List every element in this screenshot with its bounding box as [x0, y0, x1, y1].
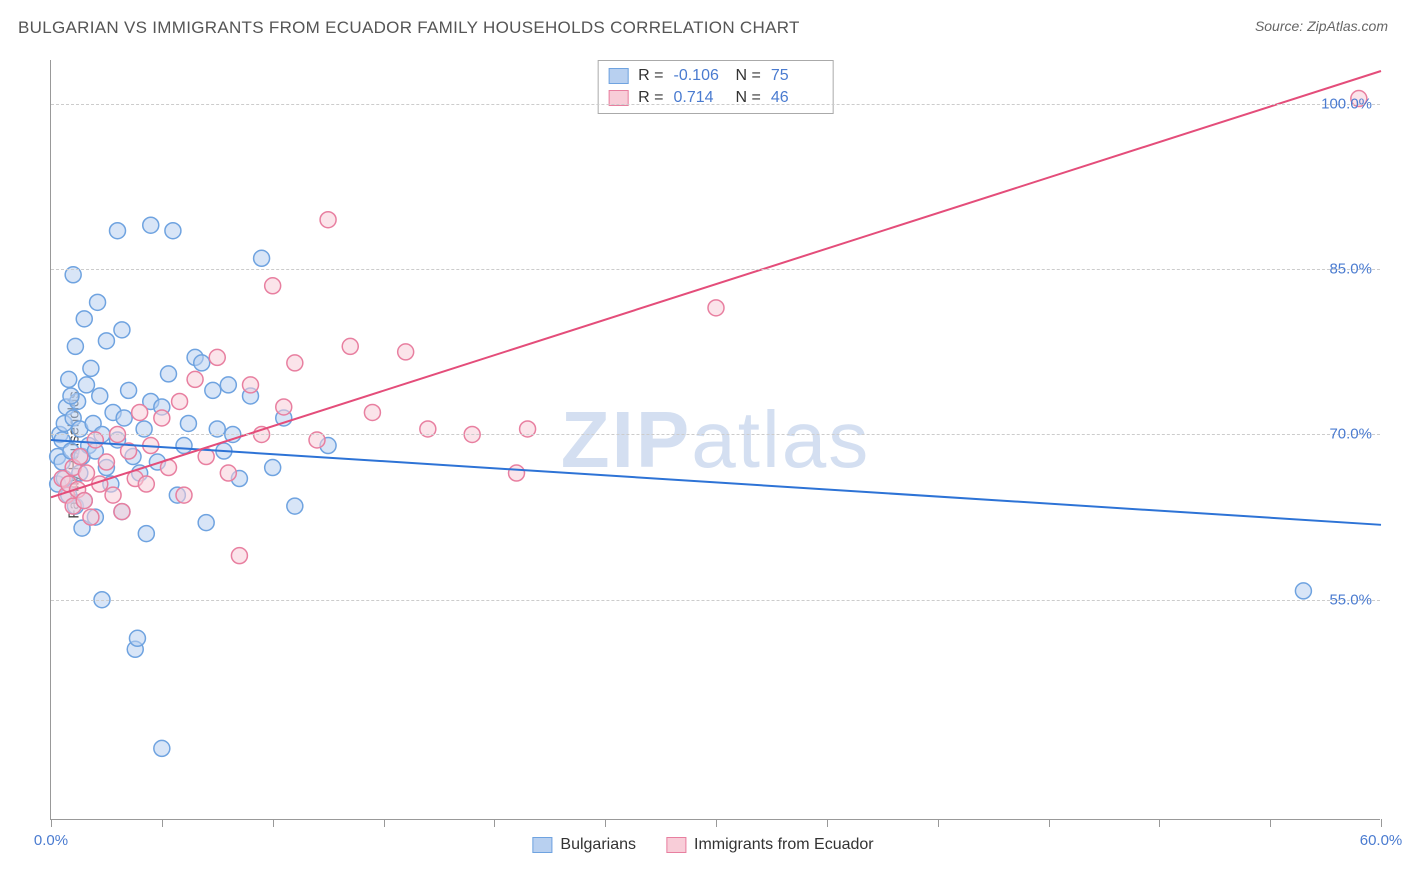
legend-swatch [532, 837, 552, 853]
data-point [160, 366, 176, 382]
data-point [76, 311, 92, 327]
legend-swatch [666, 837, 686, 853]
data-point [110, 223, 126, 239]
data-point [176, 487, 192, 503]
x-tick [938, 819, 939, 827]
data-point [98, 454, 114, 470]
data-point [287, 498, 303, 514]
x-tick [51, 819, 52, 827]
y-tick-label: 55.0% [1329, 591, 1372, 608]
y-tick-label: 85.0% [1329, 261, 1372, 278]
x-tick-label: 60.0% [1360, 832, 1403, 849]
data-point [98, 333, 114, 349]
x-tick [162, 819, 163, 827]
data-point [276, 399, 292, 415]
data-point [138, 526, 154, 542]
x-tick [494, 819, 495, 827]
x-tick [605, 819, 606, 827]
data-point [398, 344, 414, 360]
data-point [220, 465, 236, 481]
data-point [114, 322, 130, 338]
data-point [243, 377, 259, 393]
source-name: ZipAtlas.com [1307, 18, 1388, 34]
series-legend: Bulgarians Immigrants from Ecuador [532, 836, 873, 854]
data-point [63, 388, 79, 404]
data-point [78, 465, 94, 481]
data-point [172, 393, 188, 409]
data-point [165, 223, 181, 239]
data-point [1295, 583, 1311, 599]
regression-line [51, 71, 1381, 497]
data-point [61, 371, 77, 387]
data-point [105, 487, 121, 503]
data-point [220, 377, 236, 393]
data-point [67, 338, 83, 354]
chart-header: BULGARIAN VS IMMIGRANTS FROM ECUADOR FAM… [18, 18, 1388, 48]
data-point [92, 388, 108, 404]
data-point [138, 476, 154, 492]
data-point [364, 404, 380, 420]
data-point [209, 349, 225, 365]
x-tick [1270, 819, 1271, 827]
data-point [320, 212, 336, 228]
plot-area: ZIPatlas R =-0.106N =75R =0.714N =46 55.… [50, 60, 1380, 820]
data-point [194, 355, 210, 371]
data-point [116, 410, 132, 426]
chart-title: BULGARIAN VS IMMIGRANTS FROM ECUADOR FAM… [18, 18, 800, 37]
x-tick [273, 819, 274, 827]
x-tick [1381, 819, 1382, 827]
chart-container: Family Households ZIPatlas R =-0.106N =7… [0, 50, 1406, 860]
scatter-svg [51, 60, 1380, 819]
data-point [83, 360, 99, 376]
gridline-h [51, 269, 1380, 270]
y-tick-label: 70.0% [1329, 426, 1372, 443]
data-point [287, 355, 303, 371]
data-point [176, 438, 192, 454]
data-point [114, 504, 130, 520]
data-point [129, 630, 145, 646]
data-point [78, 377, 94, 393]
chart-source: Source: ZipAtlas.com [1255, 18, 1388, 34]
data-point [121, 382, 137, 398]
x-tick-label: 0.0% [34, 832, 68, 849]
source-label: Source: [1255, 18, 1303, 34]
regression-line [51, 440, 1381, 525]
data-point [90, 294, 106, 310]
legend-item: Bulgarians [532, 836, 636, 854]
data-point [708, 300, 724, 316]
data-point [180, 415, 196, 431]
data-point [132, 404, 148, 420]
data-point [76, 493, 92, 509]
legend-item: Immigrants from Ecuador [666, 836, 874, 854]
data-point [154, 740, 170, 756]
data-point [83, 509, 99, 525]
x-tick [716, 819, 717, 827]
data-point [254, 250, 270, 266]
x-tick [1159, 819, 1160, 827]
gridline-h [51, 104, 1380, 105]
data-point [187, 371, 203, 387]
gridline-h [51, 434, 1380, 435]
data-point [205, 382, 221, 398]
data-point [265, 460, 281, 476]
legend-label: Bulgarians [560, 836, 636, 854]
data-point [509, 465, 525, 481]
data-point [143, 217, 159, 233]
data-point [154, 410, 170, 426]
data-point [342, 338, 358, 354]
x-tick [827, 819, 828, 827]
x-tick [384, 819, 385, 827]
data-point [72, 449, 88, 465]
x-tick [1049, 819, 1050, 827]
y-tick-label: 100.0% [1321, 96, 1372, 113]
data-point [265, 278, 281, 294]
gridline-h [51, 600, 1380, 601]
legend-label: Immigrants from Ecuador [694, 836, 874, 854]
data-point [198, 515, 214, 531]
data-point [231, 548, 247, 564]
